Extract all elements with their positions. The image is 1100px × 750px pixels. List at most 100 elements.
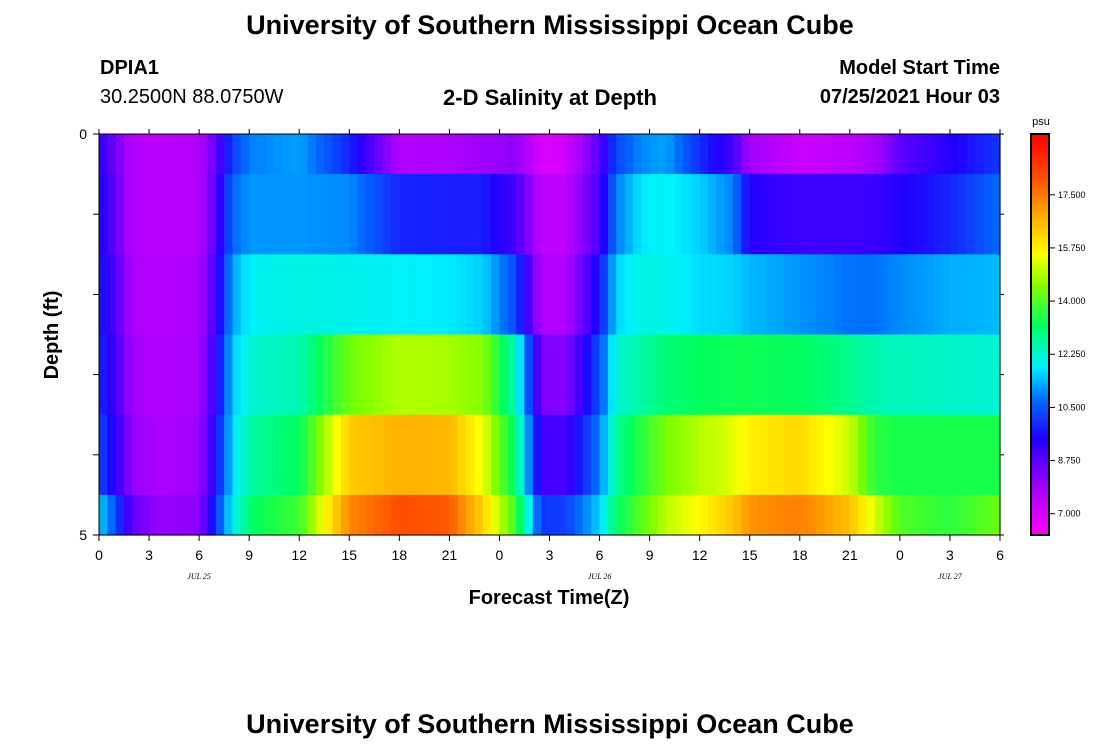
heatmap-cell [699, 414, 709, 496]
heatmap-cell [424, 334, 434, 416]
heatmap-cell [816, 494, 826, 536]
heatmap-cell [674, 254, 684, 336]
heatmap-cell [482, 414, 492, 496]
heatmap-cell [833, 254, 843, 336]
heatmap-cell [290, 334, 300, 416]
heatmap-cell [466, 134, 476, 175]
heatmap-cell [908, 134, 918, 175]
heatmap-cell [841, 334, 851, 416]
x-tick-label: 18 [392, 547, 408, 563]
heatmap-cell [432, 414, 442, 496]
heatmap-cell [257, 134, 267, 175]
heatmap-cell [874, 254, 884, 336]
heatmap-cell [174, 174, 184, 255]
heatmap-cell [132, 254, 142, 336]
heatmap-cell [507, 414, 517, 496]
heatmap-cell [766, 254, 776, 336]
heatmap-cell [983, 334, 993, 416]
heatmap-cell [307, 254, 317, 336]
heatmap-cell [182, 174, 192, 255]
heatmap-cell [766, 414, 776, 496]
heatmap-cell [182, 334, 192, 416]
heatmap-cell [299, 334, 309, 416]
heatmap-cell [891, 414, 901, 496]
heatmap-cell [749, 334, 759, 416]
heatmap-cell [649, 334, 659, 416]
heatmap-cell [966, 414, 976, 496]
heatmap-cell [824, 414, 834, 496]
heatmap-cell [407, 494, 417, 536]
heatmap-cell [599, 134, 609, 175]
heatmap-cell [641, 174, 651, 255]
x-tick-label: 12 [291, 547, 307, 563]
heatmap-cell [416, 174, 425, 255]
heatmap-cell [124, 254, 133, 336]
heatmap-cell [332, 254, 342, 336]
heatmap-cell [99, 174, 108, 255]
heatmap-cell [449, 334, 459, 416]
heatmap-cell [883, 174, 893, 255]
heatmap-cell [908, 174, 918, 255]
heatmap-cell [632, 494, 642, 536]
heatmap-cell [591, 414, 601, 496]
heatmap-cell [941, 334, 951, 416]
heatmap-cell [958, 134, 968, 175]
heatmap-cell [207, 174, 217, 255]
heatmap-cell [874, 334, 884, 416]
heatmap-cell [733, 254, 742, 336]
heatmap-cell [841, 494, 851, 536]
heatmap-cell [657, 414, 667, 496]
heatmap-cell [315, 494, 325, 536]
heatmap-cell [541, 414, 551, 496]
heatmap-cell [449, 174, 459, 255]
heatmap-cell [866, 494, 876, 536]
heatmap-cell [107, 414, 117, 496]
heatmap-cell [390, 414, 400, 496]
heatmap-cell [774, 334, 784, 416]
heatmap-cell [365, 254, 375, 336]
heatmap-cell [349, 134, 359, 175]
heatmap-cell [858, 134, 868, 175]
top-title: University of Southern Mississippi Ocean… [246, 10, 854, 40]
heatmap-cell [240, 494, 250, 536]
heatmap-cell [666, 414, 676, 496]
heatmap-cell [958, 494, 968, 536]
heatmap-cell [207, 254, 217, 336]
heatmap-cell [532, 494, 542, 536]
heatmap-cell [666, 254, 676, 336]
heatmap-cell [532, 414, 542, 496]
heatmap-cell [374, 174, 384, 255]
heatmap-cell [741, 334, 751, 416]
heatmap-cell [215, 134, 225, 175]
heatmap-cell [115, 174, 125, 255]
heatmap-cell [899, 254, 909, 336]
heatmap-cell [215, 334, 225, 416]
heatmap-cell [457, 134, 467, 175]
heatmap-cell [199, 494, 209, 536]
heatmap-cell [516, 494, 526, 536]
heatmap-cell [874, 134, 884, 175]
heatmap-cell [949, 494, 959, 536]
heatmap-cell [532, 254, 542, 336]
heatmap-cell [649, 414, 659, 496]
heatmap-cell [791, 254, 801, 336]
heatmap-cell [207, 134, 217, 175]
heatmap-cell [474, 254, 484, 336]
heatmap-cell [257, 254, 267, 336]
heatmap-cell [157, 134, 167, 175]
heatmap-cell [766, 334, 776, 416]
heatmap-cell [991, 134, 1001, 175]
heatmap-cell [524, 174, 534, 255]
heatmap-cell [691, 334, 701, 416]
heatmap-cell [240, 134, 250, 175]
heatmap-cell [416, 494, 425, 536]
heatmap-cell [174, 254, 184, 336]
heatmap-cell [307, 174, 317, 255]
heatmap-cell [716, 254, 726, 336]
x-tick-label: 21 [442, 547, 458, 563]
heatmap-cell [749, 174, 759, 255]
heatmap-cell [274, 334, 284, 416]
heatmap-cell [883, 334, 893, 416]
colorbar-tick-label: 15.750 [1058, 243, 1086, 253]
